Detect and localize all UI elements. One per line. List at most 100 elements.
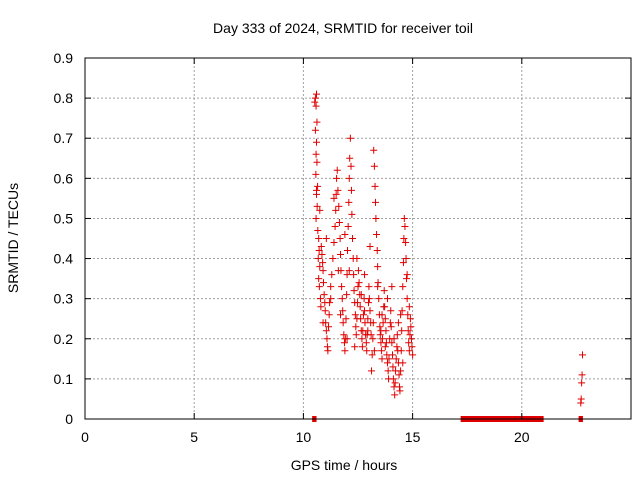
data-point (397, 311, 405, 319)
data-point (389, 351, 397, 359)
data-point (329, 255, 337, 263)
data-point (316, 206, 324, 214)
data-point (399, 359, 407, 367)
data-point (357, 315, 365, 323)
data-point (407, 323, 415, 331)
data-point (325, 311, 333, 319)
data-point (365, 295, 373, 303)
data-point (396, 387, 404, 395)
data-point (577, 395, 585, 403)
data-point (381, 343, 389, 351)
data-point (316, 263, 324, 271)
data-point (315, 275, 323, 283)
data-point (317, 243, 325, 251)
data-point (387, 323, 395, 331)
data-point (334, 186, 342, 194)
data-point (330, 239, 338, 247)
data-point (351, 311, 359, 319)
data-point (371, 182, 379, 190)
data-point (321, 307, 329, 315)
data-point (408, 335, 416, 343)
data-point (312, 150, 320, 158)
data-point (317, 303, 325, 311)
data-point (399, 283, 407, 291)
data-point (359, 311, 367, 319)
data-point (319, 267, 327, 275)
data-point (358, 343, 366, 351)
data-point (349, 235, 357, 242)
data-point (398, 327, 406, 335)
data-point (404, 327, 412, 335)
data-point (372, 214, 380, 222)
data-point (366, 243, 374, 251)
data-point (403, 271, 411, 279)
data-point (327, 295, 335, 303)
y-tick-label: 0.2 (54, 331, 74, 347)
data-point (389, 363, 397, 371)
data-point (354, 267, 362, 275)
data-point (350, 271, 358, 279)
data-point (322, 327, 330, 335)
data-point (344, 222, 352, 230)
data-point (333, 166, 341, 174)
data-point (389, 375, 397, 383)
data-point (343, 335, 351, 343)
data-point (325, 323, 333, 331)
data-point (328, 271, 336, 279)
data-point (319, 259, 327, 267)
data-point (332, 206, 340, 214)
data-point (339, 307, 347, 315)
data-point (364, 315, 372, 323)
data-point (402, 239, 410, 247)
data-point (378, 311, 386, 319)
y-tick-label: 0.7 (54, 130, 74, 146)
data-point (393, 343, 401, 351)
data-point (409, 351, 417, 359)
y-tick-label: 0 (65, 411, 73, 427)
data-points (311, 90, 587, 407)
data-point (312, 214, 320, 222)
data-point (313, 90, 321, 98)
data-point (319, 279, 327, 287)
data-point (354, 299, 362, 307)
data-point (312, 102, 320, 110)
data-point (331, 222, 339, 230)
data-point (333, 174, 341, 182)
data-point (334, 267, 342, 275)
data-point (375, 295, 383, 303)
data-point (370, 347, 378, 355)
data-point (314, 226, 322, 234)
data-point (392, 355, 400, 363)
x-tick-label: 15 (405, 429, 421, 445)
data-point (311, 94, 319, 102)
data-point (387, 307, 395, 315)
data-point (346, 134, 354, 142)
data-point (403, 295, 411, 303)
data-point (378, 355, 386, 363)
data-point (406, 315, 414, 323)
data-point (368, 367, 376, 375)
y-tick-label: 0.9 (54, 50, 74, 66)
data-point (397, 367, 405, 375)
data-point (337, 311, 345, 319)
data-point (408, 343, 416, 351)
data-point (336, 235, 344, 242)
data-point (405, 347, 413, 355)
data-point (578, 379, 586, 387)
data-point (364, 327, 372, 335)
data-point (313, 202, 321, 210)
data-point (397, 347, 405, 355)
data-point (351, 343, 359, 351)
data-point (332, 190, 340, 198)
data-point (335, 202, 343, 210)
data-point (377, 327, 385, 335)
data-point (362, 339, 370, 347)
data-point (386, 319, 394, 327)
data-point (391, 391, 399, 399)
data-point (345, 267, 353, 275)
data-point (350, 287, 358, 295)
data-point (318, 251, 326, 259)
data-point (311, 126, 319, 134)
data-point (352, 331, 360, 339)
